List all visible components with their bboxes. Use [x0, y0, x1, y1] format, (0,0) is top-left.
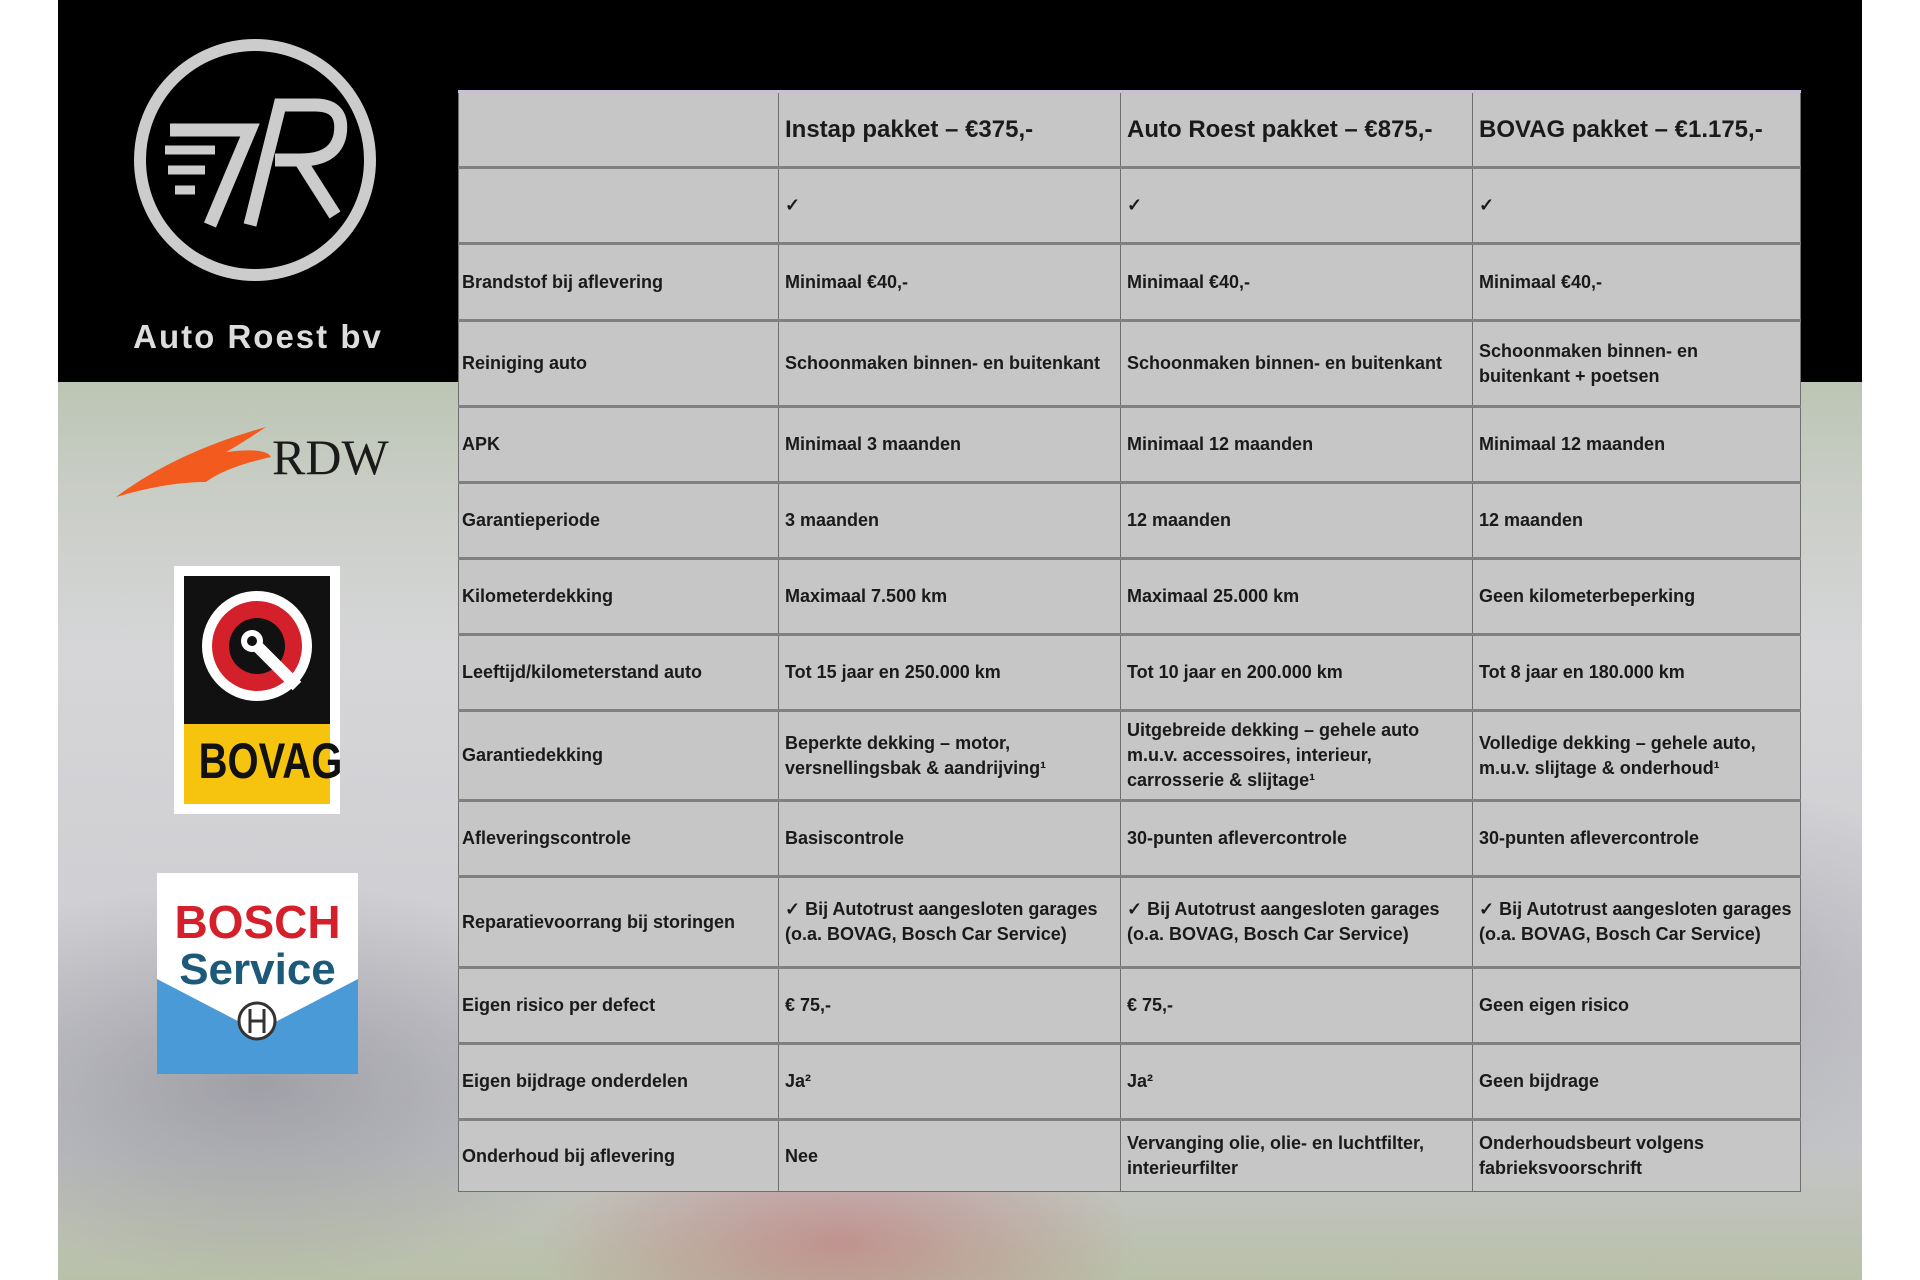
table-row: Eigen bijdrage onderdelen Ja² Ja² Geen bijd…: [458, 1042, 1801, 1120]
row-label: Reiniging auto: [458, 319, 779, 407]
rdw-logo-icon: [116, 427, 271, 497]
cell: Minimaal €40,-: [1120, 242, 1473, 321]
cell: Volledige dekking – gehele auto, m.u.v. …: [1472, 709, 1801, 801]
cell: € 75,-: [1120, 966, 1473, 1044]
bovag-logo-text: BOVAG: [198, 733, 343, 789]
cell: Minimaal 3 maanden: [778, 405, 1121, 483]
cell: BOVAG pakket – €1.175,-: [1472, 90, 1801, 168]
bosch-armature-icon: [237, 1001, 277, 1041]
row-label: Eigen risico per defect: [458, 966, 779, 1044]
cell: Basiscontrole: [778, 799, 1121, 877]
header-row: Instap pakket – €375,- Auto Roest pakket …: [458, 90, 1801, 168]
bosch-logo-text: BOSCH: [174, 896, 341, 948]
cell: Tot 8 jaar en 180.000 km: [1472, 633, 1801, 711]
cell: Onderhoudsbeurt volgens fabrieksvoorschr…: [1472, 1118, 1801, 1192]
row-label: Brandstof bij aflevering: [458, 242, 779, 321]
cell: Minimaal 12 maanden: [1120, 405, 1473, 483]
cell: Maximaal 7.500 km: [778, 557, 1121, 635]
service-logo-text: Service: [179, 945, 336, 994]
brand-name: Auto Roest bv: [133, 318, 383, 355]
cell: ✓ Bij Autotrust aangesloten garages (o.a…: [778, 875, 1121, 968]
cell: 30-punten aflevercontrole: [1120, 799, 1473, 877]
bovag-emblem-icon: [202, 591, 312, 701]
cell: Geen kilometerbeperking: [1472, 557, 1801, 635]
cell: 30-punten aflevercontrole: [1472, 799, 1801, 877]
cell: 12 maanden: [1472, 481, 1801, 559]
cell: Schoonmaken binnen- en buitenkant: [1120, 319, 1473, 407]
table-row: Afleveringscontrole Basiscontrole 30-punte…: [458, 799, 1801, 877]
row-label: [458, 166, 779, 244]
row-label: APK: [458, 405, 779, 483]
cell: Uitgebreide dekking – gehele auto m.u.v.…: [1120, 709, 1473, 801]
table-row: Reparatievoorrang bij storingen ✓ Bij Aut…: [458, 875, 1801, 968]
bosch-service-logo: BOSCH Service: [157, 873, 358, 1074]
cell: Geen bijdrage: [1472, 1042, 1801, 1120]
row-label: [458, 90, 779, 168]
bovag-logo: BOVAG: [174, 566, 343, 814]
cell: ✓: [778, 166, 1121, 244]
cell: ✓: [1472, 166, 1801, 244]
table-row: Garantieperiode 3 maanden 12 maanden 12 maa…: [458, 481, 1801, 559]
cell: 12 maanden: [1120, 481, 1473, 559]
cell: € 75,-: [778, 966, 1121, 1044]
table-row: Onderhoud bij aflevering Nee Vervanging ol…: [458, 1118, 1801, 1192]
cell: ✓ Bij Autotrust aangesloten garages (o.a…: [1120, 875, 1473, 968]
cell: Geen eigen risico: [1472, 966, 1801, 1044]
cell: Minimaal €40,-: [778, 242, 1121, 321]
cell: Vervanging olie, olie- en luchtfilter, i…: [1120, 1118, 1473, 1192]
auto-roest-logo-icon: [134, 39, 376, 281]
cell: Tot 10 jaar en 200.000 km: [1120, 633, 1473, 711]
row-label: Onderhoud bij aflevering: [458, 1118, 779, 1192]
cell: Nee: [778, 1118, 1121, 1192]
row-label: Eigen bijdrage onderdelen: [458, 1042, 779, 1120]
cell: Minimaal €40,-: [1472, 242, 1801, 321]
cell: ✓ Bij Autotrust aangesloten garages (o.a…: [1472, 875, 1801, 968]
cell: Minimaal 12 maanden: [1472, 405, 1801, 483]
row-label: Garantieperiode: [458, 481, 779, 559]
rdw-logo-text: RDW: [272, 429, 389, 485]
row-label: Kilometerdekking: [458, 557, 779, 635]
cell: Schoonmaken binnen- en buitenkant + poet…: [1472, 319, 1801, 407]
cell: Ja²: [1120, 1042, 1473, 1120]
package-comparison-table: Instap pakket – €375,- Auto Roest pakket …: [458, 90, 1801, 1192]
cell: 3 maanden: [778, 481, 1121, 559]
cell: ✓: [1120, 166, 1473, 244]
row-label: Afleveringscontrole: [458, 799, 779, 877]
table-row: Brandstof bij aflevering Minimaal €40,- Mi…: [458, 242, 1801, 321]
row-label: Garantiedekking: [458, 709, 779, 801]
cell: Ja²: [778, 1042, 1121, 1120]
table-row: Eigen risico per defect € 75,- € 75,- Geen …: [458, 966, 1801, 1044]
cell: Instap pakket – €375,-: [778, 90, 1121, 168]
table-row: Reiniging auto Schoonmaken binnen- en bui…: [458, 319, 1801, 407]
cell: Tot 15 jaar en 250.000 km: [778, 633, 1121, 711]
table-row: Leeftijd/kilometerstand auto Tot 15 jaar …: [458, 633, 1801, 711]
table-row: Garantiedekking Beperkte dekking – motor,…: [458, 709, 1801, 801]
table-row: ✓ ✓ ✓: [458, 166, 1801, 244]
cell: Schoonmaken binnen- en buitenkant: [778, 319, 1121, 407]
row-label: Reparatievoorrang bij storingen: [458, 875, 779, 968]
table-row: APK Minimaal 3 maanden Minimaal 12 maanden…: [458, 405, 1801, 483]
row-label: Leeftijd/kilometerstand auto: [458, 633, 779, 711]
cell: Beperkte dekking – motor, versnellingsba…: [778, 709, 1121, 801]
cell: Auto Roest pakket – €875,-: [1120, 90, 1473, 168]
cell: Maximaal 25.000 km: [1120, 557, 1473, 635]
table-row: Kilometerdekking Maximaal 7.500 km Maximaa…: [458, 557, 1801, 635]
